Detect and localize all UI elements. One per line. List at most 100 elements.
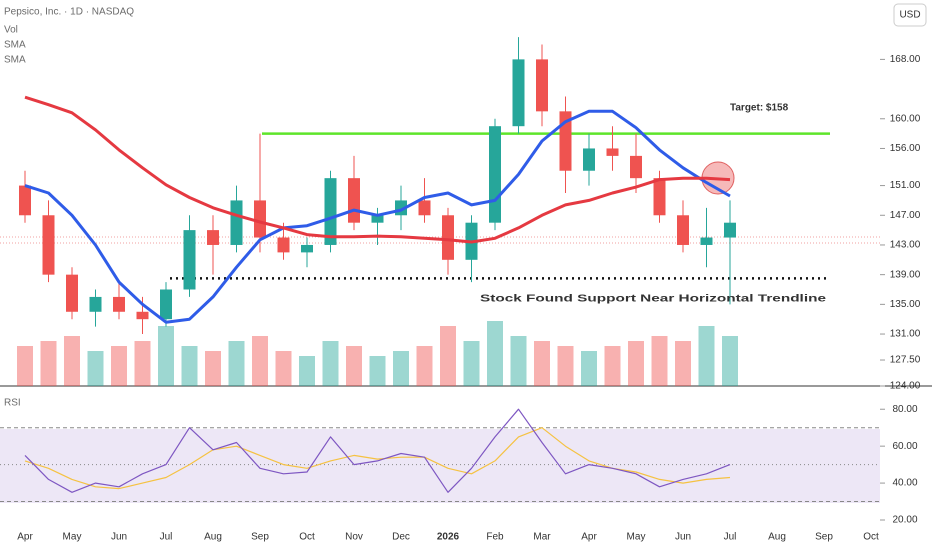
x-tick-label: Aug	[768, 532, 786, 543]
volume-bar	[651, 336, 668, 386]
candle-body	[583, 148, 595, 171]
x-tick-label: Feb	[486, 532, 504, 543]
y-tick-label: 20.00	[892, 515, 917, 526]
y-tick-label: 156.00	[890, 143, 921, 154]
x-tick-label: May	[627, 532, 646, 543]
volume-bar	[17, 346, 33, 386]
y-tick-label: 143.00	[890, 240, 921, 251]
x-tick-label: Nov	[345, 532, 363, 543]
volume-bar	[111, 346, 127, 386]
volume-bar	[181, 346, 198, 386]
x-tick-label: Sep	[815, 532, 833, 543]
volume-bar	[299, 356, 315, 386]
candle-body	[254, 200, 266, 238]
x-tick-label: Oct	[863, 532, 879, 543]
candle-body	[183, 230, 196, 290]
x-tick-label: Sep	[251, 532, 269, 543]
y-tick-label: 80.00	[892, 404, 917, 415]
candle-body	[700, 237, 713, 245]
candle-body	[42, 215, 55, 275]
volume-bar	[322, 341, 339, 386]
candle-body	[536, 59, 548, 112]
volume-bar	[440, 326, 456, 386]
candle-body	[207, 230, 219, 245]
candle-body	[442, 215, 454, 260]
volume-bar	[40, 341, 57, 386]
currency[interactable]: USD	[899, 10, 920, 21]
volume-bar	[134, 341, 151, 386]
candle-body	[559, 111, 572, 171]
y-tick-label: 124.00	[890, 381, 921, 392]
currency-box[interactable]	[893, 3, 927, 27]
volume-bar	[252, 336, 268, 386]
candle-body	[653, 178, 666, 216]
x-tick-label: Apr	[17, 532, 33, 543]
x-tick-label: Apr	[581, 532, 597, 543]
x-tick-label: Jun	[675, 532, 691, 543]
x-tick-label: 2026	[437, 532, 460, 543]
y-tick-label: 40.00	[892, 478, 917, 489]
sma-line	[24, 109, 731, 324]
volume-bar	[463, 341, 480, 386]
candle-body	[606, 148, 619, 156]
volume-bar	[346, 346, 362, 386]
candle-body	[66, 274, 78, 312]
x-tick-label: Jul	[724, 532, 737, 543]
candle-body	[301, 244, 313, 253]
volume-bar	[534, 341, 550, 386]
volume-bar	[698, 326, 715, 386]
legend-item: SMA	[4, 40, 26, 51]
x-tick-label: Aug	[204, 532, 222, 543]
candle-body	[19, 185, 31, 216]
volume-bar	[628, 341, 644, 386]
candle-body	[418, 200, 431, 216]
rsi-band-fill	[0, 429, 880, 503]
candle-body	[324, 178, 337, 245]
annotation: Stock Found Support Near Horizontal Tren…	[480, 294, 827, 305]
y-tick-label: 60.00	[892, 441, 917, 452]
candle-body	[113, 296, 125, 312]
volume-bar	[393, 351, 409, 386]
sma-line	[24, 95, 731, 244]
candle-body	[724, 222, 736, 238]
volume-bar	[228, 341, 245, 386]
y-tick-label: 131.00	[890, 329, 921, 340]
volume-bar	[510, 336, 527, 386]
y-tick-label: 151.00	[890, 180, 921, 191]
candle-body	[136, 311, 149, 320]
candle-body	[230, 200, 243, 245]
volume-bar	[604, 346, 621, 386]
y-tick-label: 139.00	[890, 269, 921, 280]
y-tick-label: 127.50	[890, 355, 921, 366]
volume-bar	[369, 356, 386, 386]
candle-body	[630, 155, 642, 179]
y-tick-label: 147.00	[890, 210, 921, 221]
candle-body	[512, 59, 525, 127]
candle-body	[677, 215, 689, 245]
x-tick-label: Oct	[299, 532, 315, 543]
volume-bar	[557, 346, 574, 386]
candle-body	[489, 126, 501, 223]
volume-bar	[722, 336, 738, 386]
volume-bar	[275, 351, 292, 386]
candle-body	[277, 237, 290, 253]
volume-bar	[64, 336, 80, 386]
annotation: Target: $158	[730, 103, 789, 114]
legend-item: SMA	[4, 55, 26, 66]
volume-bar	[158, 326, 174, 386]
candle-body	[348, 178, 360, 223]
candle-body	[371, 215, 384, 223]
x-tick-label: Jun	[111, 532, 127, 543]
x-tick-label: May	[63, 532, 82, 543]
volume-bar	[675, 341, 691, 386]
rsi-label: RSI	[4, 398, 21, 409]
candle-body	[160, 289, 172, 320]
x-tick-label: Dec	[392, 532, 410, 543]
y-tick-label: 135.00	[890, 299, 921, 310]
rsi-line	[24, 408, 731, 493]
volume-bar	[205, 351, 221, 386]
y-tick-label: 168.00	[890, 54, 921, 65]
volume-bar	[581, 351, 597, 386]
volume-bar	[487, 321, 503, 386]
x-tick-label: Mar	[533, 532, 551, 543]
